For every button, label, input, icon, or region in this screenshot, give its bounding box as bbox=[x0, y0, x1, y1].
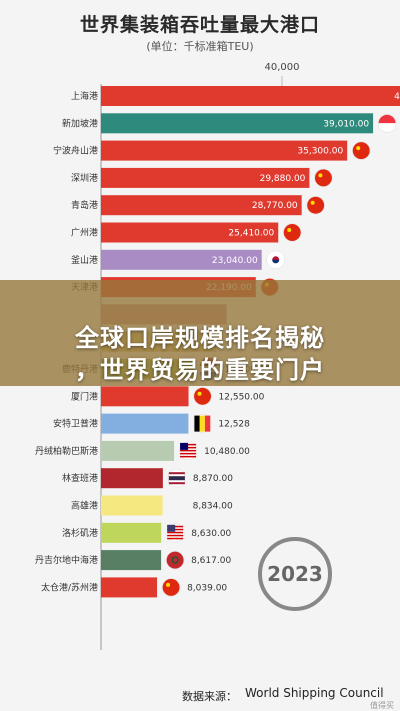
flag-my bbox=[178, 441, 198, 461]
category-label: 丹绒柏勒巴斯港 bbox=[35, 445, 98, 457]
flag-cn bbox=[161, 578, 181, 597]
category-label: 丹吉尔地中海港 bbox=[35, 554, 98, 566]
category-label: 新加坡港 bbox=[62, 117, 98, 129]
bar bbox=[101, 440, 175, 461]
data-label: 8,617.00 bbox=[191, 556, 231, 566]
flag-cn bbox=[282, 223, 302, 242]
data-label: 12,550.00 bbox=[219, 392, 265, 402]
bar bbox=[101, 222, 279, 243]
flag-be bbox=[193, 414, 212, 433]
year-badge: 2023 bbox=[258, 537, 332, 611]
bar bbox=[101, 249, 262, 270]
category-label: 深圳港 bbox=[71, 172, 98, 184]
category-label: 宁波舟山港 bbox=[53, 145, 98, 157]
data-label: 39,010.00 bbox=[323, 119, 369, 129]
data-label: 35,300.00 bbox=[297, 147, 343, 157]
bar bbox=[101, 113, 374, 134]
bar bbox=[101, 413, 189, 434]
data-label: 49,160.00 bbox=[394, 92, 400, 102]
data-label: 23,040.00 bbox=[212, 256, 258, 266]
headline-line-2: ，世界贸易的重要门户 bbox=[75, 356, 325, 384]
headline-line-1: 全球口岸规模排名揭秘 bbox=[75, 324, 325, 352]
category-label: 釜山港 bbox=[71, 254, 98, 266]
category-label: 洛杉矶港 bbox=[62, 527, 98, 539]
watermark: 值得买 bbox=[370, 701, 394, 710]
bar bbox=[101, 167, 310, 188]
flag-kr bbox=[266, 250, 285, 270]
flag-us bbox=[165, 523, 185, 543]
flag-cn bbox=[314, 168, 333, 188]
x-tick-label: 40,000 bbox=[265, 62, 300, 73]
flag-cn bbox=[351, 141, 371, 160]
headline-banner bbox=[0, 280, 400, 386]
category-label: 林查班港 bbox=[62, 472, 98, 484]
bar bbox=[101, 495, 163, 516]
data-label: 29,880.00 bbox=[260, 174, 306, 184]
category-label: 高雄港 bbox=[71, 500, 98, 512]
category-label: 太仓港/苏州港 bbox=[41, 581, 98, 593]
flag-sg bbox=[377, 114, 397, 133]
category-label: 青岛港 bbox=[71, 199, 98, 211]
category-label: 上海港 bbox=[71, 90, 98, 102]
data-label: 8,630.00 bbox=[191, 529, 231, 539]
data-label: 8,039.00 bbox=[187, 583, 227, 593]
bar bbox=[101, 140, 348, 161]
data-label: 10,480.00 bbox=[204, 447, 250, 457]
bar bbox=[101, 86, 400, 106]
chart-title: 世界集装箱吞吐量最大港口 bbox=[79, 14, 320, 36]
chart-subtitle: (单位：千标准箱TEU) bbox=[146, 40, 254, 53]
data-label: 8,834.00 bbox=[193, 502, 233, 512]
category-label: 安特卫普港 bbox=[53, 418, 98, 430]
source-label: 数据来源： bbox=[182, 690, 237, 703]
bar bbox=[101, 577, 158, 598]
bar bbox=[101, 386, 189, 407]
category-label: 厦门港 bbox=[71, 390, 98, 402]
bar bbox=[101, 550, 162, 571]
flag-th bbox=[167, 468, 187, 488]
flag-cn bbox=[306, 195, 325, 215]
data-label: 12,528 bbox=[218, 420, 250, 430]
bar bbox=[101, 468, 163, 489]
data-label: 25,410.00 bbox=[228, 229, 274, 239]
flag-ma bbox=[165, 550, 185, 570]
flag-cn bbox=[193, 387, 212, 406]
data-label: 8,870.00 bbox=[193, 474, 233, 484]
category-label: 广州港 bbox=[71, 227, 98, 239]
bar bbox=[101, 522, 162, 543]
data-label: 28,770.00 bbox=[252, 201, 298, 211]
bar bbox=[101, 195, 302, 216]
source-value: World Shipping Council bbox=[245, 686, 384, 700]
